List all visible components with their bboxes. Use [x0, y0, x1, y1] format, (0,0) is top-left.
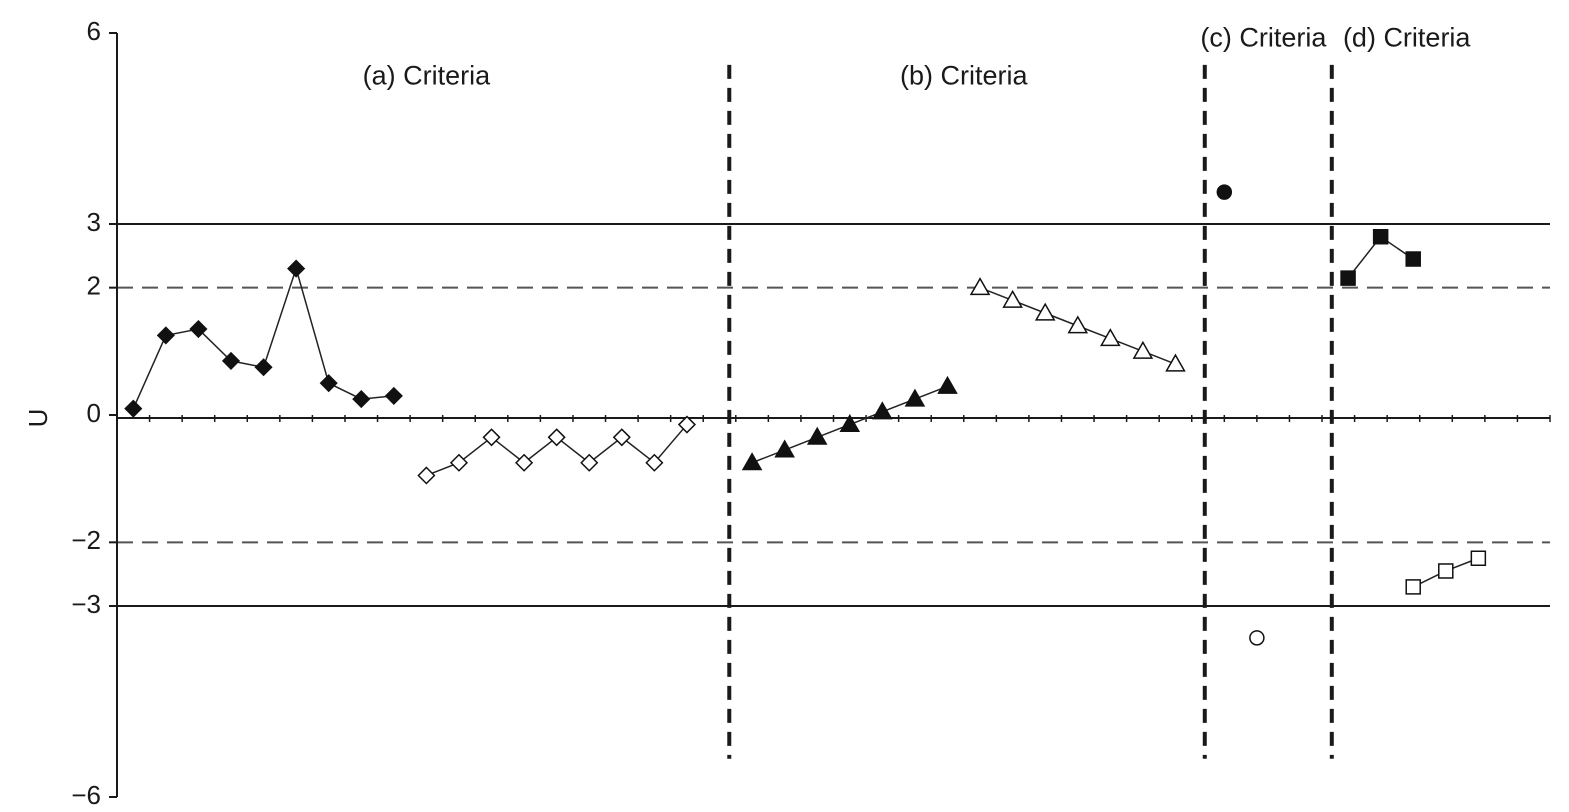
- data-point: [677, 415, 697, 434]
- y-tick-label: −6: [71, 780, 101, 810]
- data-point: [580, 453, 599, 472]
- data-point: [969, 277, 991, 296]
- data-point: [1470, 550, 1487, 566]
- series-line: [132, 266, 394, 409]
- data-point: [1216, 184, 1233, 200]
- data-point: [1438, 563, 1454, 579]
- series-diamond-open: [417, 415, 697, 485]
- data-point: [156, 326, 175, 345]
- data-point: [645, 453, 664, 472]
- data-point: [417, 466, 436, 485]
- y-tick-label: −3: [71, 589, 101, 619]
- data-point: [872, 401, 893, 420]
- series-circle-open: [1249, 630, 1265, 646]
- y-tick-label: 6: [87, 16, 101, 46]
- data-point: [124, 399, 143, 418]
- series-circle-filled: [1216, 184, 1233, 200]
- data-point: [1165, 353, 1186, 372]
- y-axis-ticks: 6 3 2 0 −2 −3 −6: [71, 16, 117, 810]
- section-dividers: [727, 64, 1334, 759]
- data-point: [189, 319, 208, 339]
- reference-lines: [117, 223, 1550, 607]
- y-tick-label: 0: [87, 398, 101, 428]
- data-point: [1132, 340, 1154, 359]
- data-point: [1002, 289, 1023, 308]
- data-point: [221, 351, 241, 370]
- x-axis-ticks: [116, 415, 1551, 422]
- section-label: (b) Criteria: [900, 61, 1028, 91]
- data-point: [1249, 630, 1265, 646]
- data-point: [352, 390, 371, 409]
- section-labels: (a) Criteria (b) Criteria (c) Criteria (d) …: [363, 22, 1472, 90]
- data-point: [1405, 579, 1421, 595]
- section-label: (a) Criteria: [363, 61, 491, 91]
- data-point: [515, 453, 534, 472]
- data-point: [1340, 270, 1356, 286]
- section-label: (d) Criteria: [1343, 22, 1471, 52]
- data-point: [612, 428, 631, 447]
- series-square-filled: [1340, 228, 1421, 286]
- data-point: [319, 374, 338, 393]
- data-point: [839, 414, 861, 433]
- data-point: [774, 439, 795, 458]
- series-diamond-filled: [124, 259, 403, 418]
- data-point: [384, 386, 403, 405]
- y-tick-label: 3: [87, 207, 101, 237]
- data-point: [547, 428, 566, 447]
- data-point: [1034, 302, 1056, 321]
- data-point: [1405, 251, 1421, 267]
- data-series: [124, 184, 1487, 646]
- data-point: [254, 358, 273, 377]
- section-label: (c) Criteria: [1200, 22, 1327, 52]
- data-point: [449, 453, 469, 472]
- data-point: [904, 388, 926, 407]
- data-point: [1372, 228, 1389, 245]
- data-point: [1100, 328, 1121, 347]
- data-point: [806, 426, 828, 445]
- data-point: [1067, 315, 1089, 334]
- y-tick-label: −2: [71, 525, 101, 555]
- data-point: [741, 452, 763, 471]
- series-square-open: [1405, 550, 1487, 595]
- series-triangle-filled: [741, 375, 958, 471]
- y-axis-label: U: [23, 409, 53, 428]
- y-tick-label: 2: [87, 271, 101, 301]
- data-point: [937, 375, 958, 394]
- data-point: [287, 259, 306, 278]
- series-triangle-open: [969, 277, 1186, 372]
- data-point: [482, 428, 501, 447]
